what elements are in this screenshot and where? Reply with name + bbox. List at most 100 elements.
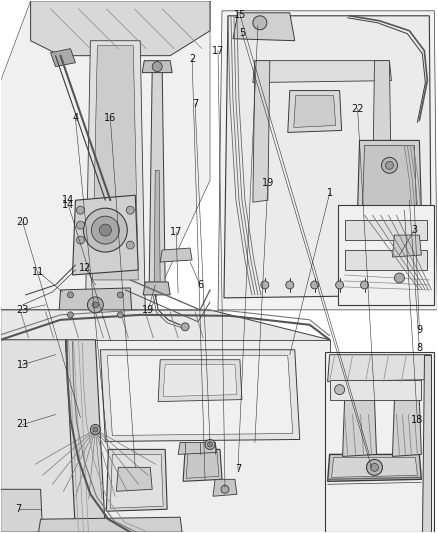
Text: 8: 8 (416, 343, 422, 353)
Circle shape (181, 323, 189, 331)
Polygon shape (163, 365, 237, 397)
Polygon shape (183, 449, 222, 481)
Circle shape (367, 459, 382, 475)
Circle shape (208, 442, 212, 447)
Polygon shape (1, 340, 81, 532)
Polygon shape (149, 69, 165, 285)
Text: 5: 5 (239, 28, 245, 38)
Text: 18: 18 (411, 415, 424, 424)
Polygon shape (154, 171, 160, 285)
Circle shape (381, 157, 397, 173)
Text: 9: 9 (416, 325, 422, 335)
Text: 23: 23 (17, 305, 29, 315)
Text: 22: 22 (351, 103, 364, 114)
Circle shape (88, 297, 103, 313)
Polygon shape (218, 11, 437, 310)
Polygon shape (328, 355, 431, 382)
Circle shape (99, 224, 111, 236)
Circle shape (117, 292, 124, 298)
Polygon shape (117, 467, 152, 491)
Circle shape (126, 206, 134, 214)
Text: 15: 15 (234, 10, 246, 20)
Polygon shape (92, 46, 138, 280)
Circle shape (67, 312, 74, 318)
Polygon shape (357, 140, 421, 212)
Circle shape (311, 281, 319, 289)
Polygon shape (31, 1, 210, 55)
Circle shape (90, 424, 100, 434)
Polygon shape (392, 235, 421, 257)
Text: 19: 19 (262, 178, 274, 188)
Polygon shape (85, 41, 145, 310)
Text: 21: 21 (17, 419, 29, 430)
Text: 17: 17 (170, 227, 182, 237)
Polygon shape (82, 390, 108, 419)
Polygon shape (1, 489, 42, 532)
Circle shape (92, 216, 119, 244)
Text: 20: 20 (17, 217, 29, 227)
Circle shape (77, 206, 85, 214)
Polygon shape (233, 13, 295, 41)
Polygon shape (72, 195, 138, 275)
Polygon shape (294, 95, 336, 127)
Polygon shape (345, 220, 427, 240)
Circle shape (126, 241, 134, 249)
Text: 13: 13 (17, 360, 29, 370)
Polygon shape (142, 61, 172, 72)
Circle shape (253, 16, 267, 30)
Circle shape (335, 385, 345, 394)
Circle shape (221, 486, 229, 493)
Polygon shape (106, 449, 167, 511)
Polygon shape (363, 146, 417, 207)
Polygon shape (100, 350, 300, 441)
Polygon shape (59, 288, 132, 322)
Circle shape (92, 302, 99, 308)
Polygon shape (224, 16, 431, 298)
Polygon shape (253, 61, 392, 83)
Circle shape (371, 463, 378, 471)
Polygon shape (345, 250, 427, 270)
Circle shape (385, 161, 393, 169)
Polygon shape (158, 360, 242, 401)
Circle shape (67, 292, 74, 298)
Circle shape (152, 62, 162, 71)
Text: 6: 6 (197, 280, 203, 290)
Polygon shape (78, 322, 112, 390)
Text: 19: 19 (142, 305, 154, 315)
Polygon shape (186, 453, 219, 478)
Polygon shape (392, 400, 421, 456)
Polygon shape (330, 379, 421, 400)
Circle shape (261, 281, 269, 289)
Polygon shape (288, 91, 342, 132)
Text: 7: 7 (235, 464, 241, 474)
Polygon shape (325, 352, 434, 532)
Circle shape (205, 439, 215, 449)
Text: 17: 17 (212, 46, 224, 55)
Polygon shape (160, 248, 192, 262)
Polygon shape (253, 61, 270, 202)
Circle shape (83, 208, 127, 252)
Polygon shape (332, 457, 417, 478)
Polygon shape (328, 455, 421, 481)
Circle shape (360, 281, 368, 289)
Polygon shape (338, 205, 434, 305)
Polygon shape (1, 310, 330, 365)
Circle shape (395, 273, 404, 283)
Circle shape (77, 236, 85, 244)
Polygon shape (372, 61, 392, 200)
Text: 12: 12 (79, 263, 92, 273)
Text: 4: 4 (72, 114, 78, 124)
Text: 16: 16 (104, 114, 117, 124)
Polygon shape (178, 442, 217, 455)
Polygon shape (1, 1, 210, 310)
Circle shape (77, 221, 85, 229)
Text: 7: 7 (192, 99, 198, 109)
Polygon shape (107, 356, 293, 435)
Polygon shape (66, 340, 330, 532)
Polygon shape (213, 479, 237, 496)
Text: 14: 14 (62, 200, 74, 210)
Circle shape (93, 427, 98, 432)
Circle shape (117, 312, 124, 318)
Polygon shape (143, 282, 170, 295)
Circle shape (286, 281, 294, 289)
